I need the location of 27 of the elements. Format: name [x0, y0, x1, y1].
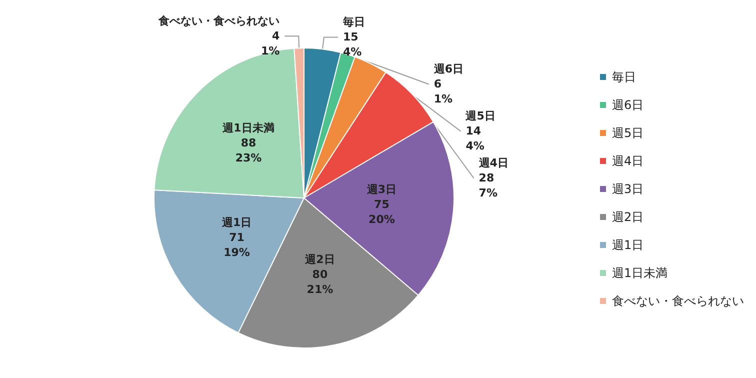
legend-label: 週1日	[612, 238, 644, 252]
data-label: 28 7%	[478, 172, 498, 200]
slice-label: 週2日	[304, 252, 335, 266]
slice-label: 週1日	[220, 216, 252, 230]
legend-label: 食べない・食べられない	[612, 294, 744, 308]
slice-label: 毎日	[342, 16, 365, 29]
data-label: 71 19%	[224, 231, 250, 260]
data-label: 15 4%	[342, 30, 362, 59]
slice-label: 週1日未満	[222, 122, 274, 135]
data-label: 75 20%	[368, 198, 395, 226]
data-label: 6 1%	[434, 78, 453, 106]
legend-label: 週3日	[612, 182, 644, 196]
slice-label: 週5日	[464, 110, 496, 123]
data-label: 80 21%	[306, 268, 334, 296]
legend-label: 週6日	[612, 98, 644, 112]
slice-label: 週6日	[432, 62, 464, 76]
legend-label: 週4日	[612, 154, 644, 168]
legend-label: 毎日	[612, 70, 636, 84]
legend-label: 週1日未満	[612, 266, 668, 280]
slice-label: 食べない・食べられない	[158, 14, 280, 28]
slice-label: 週3日	[366, 183, 397, 196]
slice-label: 週4日	[478, 156, 508, 170]
legend-label: 週5日	[612, 126, 644, 140]
data-label: 4 1%	[260, 30, 280, 58]
data-label: 14 4%	[466, 124, 484, 153]
legend-label: 週2日	[612, 210, 644, 224]
data-label: 88 23%	[235, 136, 262, 165]
